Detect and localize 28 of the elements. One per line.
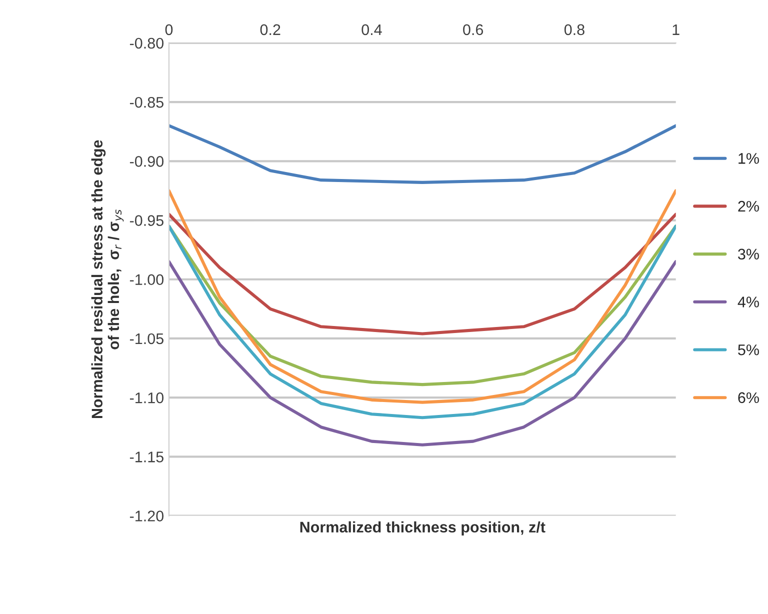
line-series	[168, 124, 676, 184]
line-series	[168, 224, 676, 420]
y-tick-label: -1.05	[130, 333, 164, 344]
x-tick-label: 0.2	[260, 24, 280, 36]
line-series	[168, 212, 676, 336]
y-axis-title: Normalized residual stress at the edge of the hole, σ$_{r}$ / σ$_{ys}$	[91, 140, 124, 418]
line-series	[168, 189, 676, 404]
x-tick-label: 0.4	[362, 24, 382, 36]
legend-label: 2%	[738, 200, 759, 212]
x-axis-title: Normalized thickness position, z/t	[300, 521, 546, 536]
y-tick-label: -0.85	[130, 96, 164, 108]
legend-label: 3%	[738, 248, 759, 260]
y-tick-label: -0.95	[130, 215, 164, 226]
x-tick-label: 0.8	[564, 24, 584, 36]
y-tick-label: -0.90	[130, 156, 164, 167]
legend-label: 4%	[738, 296, 759, 308]
y-tick-label: -1.10	[130, 392, 164, 404]
x-tick-label: 1	[672, 24, 680, 35]
y-tick-label: -1.00	[130, 274, 164, 286]
x-tick-label: 0.6	[463, 24, 484, 36]
x-tick-label: 0	[165, 24, 173, 36]
legend-label: 6%	[738, 392, 759, 404]
y-tick-label: -1.15	[130, 452, 164, 462]
y-tick-label: -1.20	[130, 510, 164, 522]
legend-label: 1%	[738, 153, 759, 164]
line-series	[168, 260, 676, 446]
legend-label: 5%	[738, 344, 759, 356]
y-tick-label: -0.80	[130, 38, 164, 49]
